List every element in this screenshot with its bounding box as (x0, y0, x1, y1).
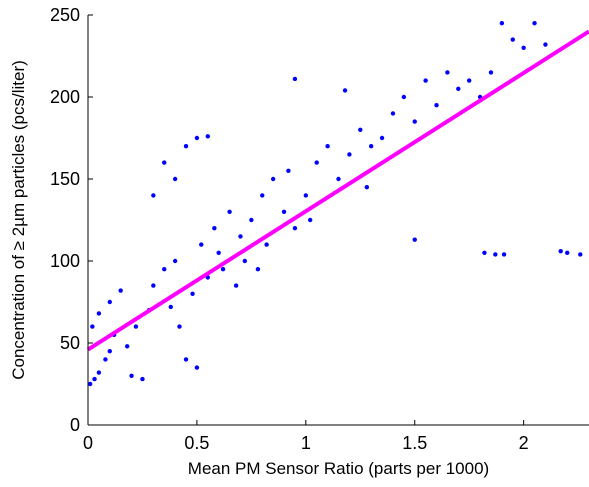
data-point (92, 376, 97, 382)
x-tick-label: 0 (83, 433, 93, 453)
data-point (499, 21, 505, 26)
data-point (162, 267, 167, 272)
data-point (249, 217, 254, 223)
data-point (162, 160, 167, 165)
y-axis-title: Concentration of ≥ 2µm particles (pcs/li… (9, 60, 28, 380)
data-point (260, 193, 265, 198)
data-point (379, 135, 385, 141)
data-point (140, 376, 145, 382)
data-point (96, 311, 102, 316)
data-point (281, 209, 287, 214)
regression-line (86, 29, 589, 352)
data-point (255, 267, 261, 272)
data-point (233, 283, 239, 288)
data-point (488, 70, 494, 75)
data-point (216, 250, 221, 255)
data-point (190, 291, 195, 296)
data-point (133, 324, 139, 329)
scatter-points (87, 21, 583, 387)
data-point (501, 252, 507, 257)
data-point (532, 21, 537, 26)
data-point (565, 250, 570, 255)
data-point (364, 185, 370, 190)
data-point (168, 304, 173, 310)
y-axis-ticks: 0 50 100 150 200 250 (50, 5, 93, 435)
data-point (292, 76, 298, 82)
data-point (336, 176, 341, 182)
data-point (125, 344, 130, 349)
data-point (558, 248, 563, 254)
x-tick-label: 1.5 (402, 433, 427, 453)
x-axis-ticks: 0 0.5 1 1.5 2 (83, 420, 529, 453)
data-point (368, 144, 374, 149)
y-tick-label: 200 (50, 87, 80, 107)
data-point (194, 135, 200, 141)
data-point (242, 258, 248, 264)
data-point (412, 237, 417, 242)
data-point (466, 78, 472, 83)
data-point (199, 242, 204, 247)
data-point (177, 324, 182, 329)
data-point (270, 176, 276, 182)
data-point (578, 252, 583, 257)
data-point (220, 267, 226, 272)
y-tick-label: 0 (70, 415, 80, 435)
data-point (183, 357, 189, 362)
data-point (401, 94, 407, 100)
data-point (212, 226, 217, 231)
data-point (347, 152, 352, 157)
data-point (183, 144, 189, 149)
data-point (521, 45, 526, 50)
x-tick-label: 1 (301, 433, 311, 453)
data-point (307, 217, 313, 223)
y-tick-label: 150 (50, 169, 80, 189)
x-tick-label: 2 (519, 433, 529, 453)
y-tick-label: 250 (50, 5, 80, 25)
data-point (412, 119, 417, 124)
data-point (151, 193, 156, 198)
data-point (96, 370, 102, 375)
data-point (482, 250, 487, 255)
data-point (151, 283, 156, 288)
data-point (286, 168, 291, 173)
data-point (172, 258, 178, 264)
y-tick-label: 50 (60, 333, 80, 353)
data-point (118, 288, 123, 293)
data-point (303, 193, 309, 198)
x-tick-label: 0.5 (184, 433, 209, 453)
data-point (456, 86, 461, 92)
data-point (238, 234, 243, 239)
data-point (358, 127, 363, 132)
data-point (543, 42, 548, 47)
data-point (87, 381, 93, 387)
data-point (107, 299, 112, 305)
data-point (342, 88, 348, 93)
data-point (205, 134, 211, 139)
data-point (90, 324, 95, 329)
data-point (510, 37, 515, 42)
data-point (434, 103, 439, 108)
data-point (292, 226, 298, 231)
data-point (390, 111, 396, 116)
data-point (194, 365, 200, 370)
data-point (129, 373, 134, 378)
data-point (325, 144, 330, 149)
data-point (107, 349, 112, 354)
data-point (314, 160, 319, 165)
data-point (493, 252, 498, 257)
data-point (227, 209, 232, 214)
y-tick-label: 100 (50, 251, 80, 271)
data-point (172, 176, 178, 182)
x-axis-title: Mean PM Sensor Ratio (parts per 1000) (188, 459, 489, 478)
data-point (445, 70, 450, 75)
data-point (103, 357, 108, 362)
data-point (423, 78, 428, 83)
data-point (264, 242, 269, 247)
